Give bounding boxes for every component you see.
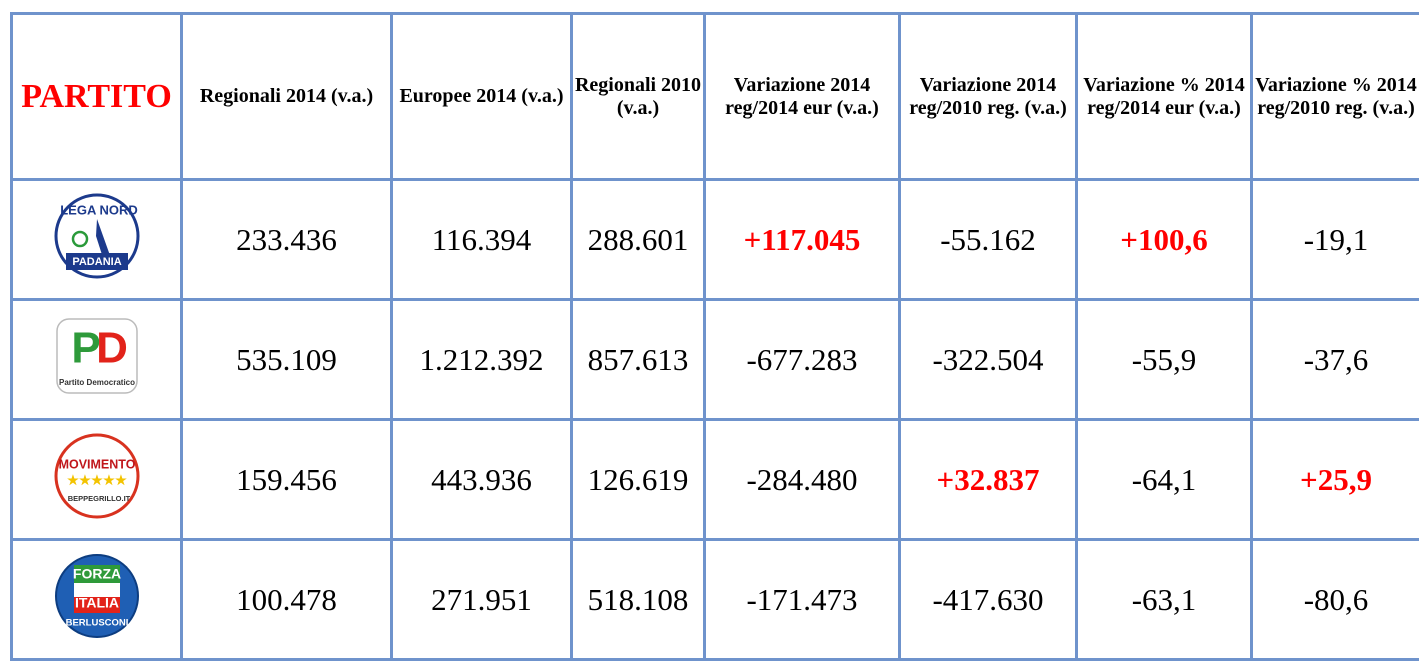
value-cell: -63,1 <box>1077 540 1252 660</box>
value-cell: -677.283 <box>705 300 900 420</box>
logo-cell: MOVIMENTO★★★★★BEPPEGRILLO.IT <box>12 420 182 540</box>
logo-text: D <box>96 323 128 372</box>
value-cell: 443.936 <box>392 420 572 540</box>
header-cell: Variazione % 2014 reg/2010 reg. (v.a.) <box>1252 14 1419 180</box>
value-cell: 288.601 <box>572 180 705 300</box>
value-cell: 535.109 <box>182 300 392 420</box>
party-logo: FORZA ITALIA BERLUSCONI <box>52 551 142 641</box>
value-cell: -80,6 <box>1252 540 1419 660</box>
value-cell: -171.473 <box>705 540 900 660</box>
value-cell: -284.480 <box>705 420 900 540</box>
logo-text: LEGA NORD <box>60 202 138 217</box>
logo-text: FORZA <box>72 565 120 581</box>
logo-star: ★ <box>79 472 91 487</box>
header-cell: Variazione 2014 reg/2010 reg. (v.a.) <box>900 14 1077 180</box>
logo-text: BERLUSCONI <box>65 617 128 628</box>
logo-text: PADANIA <box>72 255 121 267</box>
value-cell: 126.619 <box>572 420 705 540</box>
logo-cell: LEGA NORD PADANIA <box>12 180 182 300</box>
value-cell: -55.162 <box>900 180 1077 300</box>
logo-star: ★ <box>91 472 103 487</box>
value-cell: 116.394 <box>392 180 572 300</box>
value-cell: 518.108 <box>572 540 705 660</box>
value-cell: 857.613 <box>572 300 705 420</box>
header-cell: PARTITO <box>12 14 182 180</box>
value-cell: -37,6 <box>1252 300 1419 420</box>
value-cell: +32.837 <box>900 420 1077 540</box>
value-cell: 1.212.392 <box>392 300 572 420</box>
value-cell: 233.436 <box>182 180 392 300</box>
header-cell: Regionali 2014 (v.a.) <box>182 14 392 180</box>
value-cell: -322.504 <box>900 300 1077 420</box>
value-cell: +25,9 <box>1252 420 1419 540</box>
logo-text: BEPPEGRILLO.IT <box>67 493 130 502</box>
logo-star: ★ <box>115 472 127 487</box>
value-cell: -55,9 <box>1077 300 1252 420</box>
header-cell: Europee 2014 (v.a.) <box>392 14 572 180</box>
party-logo: LEGA NORD PADANIA <box>52 191 142 281</box>
value-cell: 271.951 <box>392 540 572 660</box>
value-cell: -19,1 <box>1252 180 1419 300</box>
logo-star: ★ <box>67 472 79 487</box>
header-cell: Variazione 2014 reg/2014 eur (v.a.) <box>705 14 900 180</box>
logo-text: Partito Democratico <box>58 378 134 387</box>
value-cell: +100,6 <box>1077 180 1252 300</box>
logo-cell: FORZA ITALIA BERLUSCONI <box>12 540 182 660</box>
party-logo: MOVIMENTO★★★★★BEPPEGRILLO.IT <box>52 431 142 521</box>
value-cell: -417.630 <box>900 540 1077 660</box>
value-cell: 100.478 <box>182 540 392 660</box>
value-cell: 159.456 <box>182 420 392 540</box>
logo-text: ITALIA <box>74 594 118 610</box>
header-cell: Variazione % 2014 reg/2014 eur (v.a.) <box>1077 14 1252 180</box>
header-cell: Regionali 2010 (v.a.) <box>572 14 705 180</box>
logo-star: ★ <box>103 472 115 487</box>
logo-text: MOVIMENTO <box>58 457 135 471</box>
value-cell: +117.045 <box>705 180 900 300</box>
value-cell: -64,1 <box>1077 420 1252 540</box>
